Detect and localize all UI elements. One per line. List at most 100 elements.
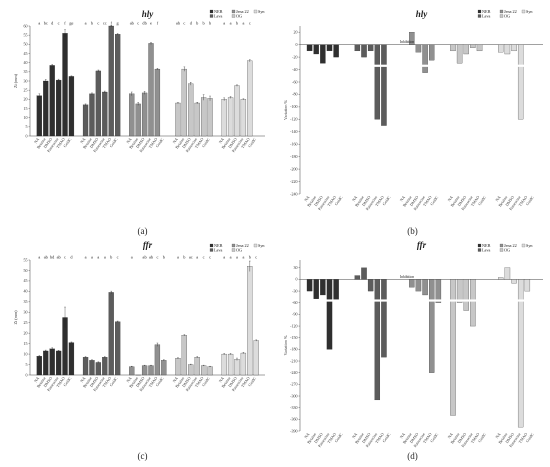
chart-a-ytick-label: 20 bbox=[24, 97, 28, 102]
chart-d-legend-swatch bbox=[478, 249, 481, 252]
chart-b: hly-240-220-200-180-160-140-120-100-80-6… bbox=[283, 9, 543, 236]
chart-a-bar bbox=[43, 81, 48, 136]
chart-c-bar bbox=[96, 362, 101, 375]
chart-c-ytick-label: 25 bbox=[24, 320, 28, 325]
chart-c-bar bbox=[37, 356, 42, 375]
chart-c-sig-letter: d bbox=[70, 255, 73, 260]
chart-b-ytick-label: -100 bbox=[290, 104, 297, 109]
chart-a-sig-letter: db bbox=[142, 21, 146, 26]
chart-c-bar bbox=[182, 335, 187, 375]
chart-c-sig-letter: b bbox=[163, 255, 165, 260]
chart-a-legend-swatch bbox=[232, 15, 235, 18]
chart-d-bar bbox=[334, 279, 339, 300]
chart-a-ytick-label: 50 bbox=[24, 42, 28, 47]
chart-b-caption: (b) bbox=[407, 226, 418, 236]
chart-d-bar bbox=[470, 279, 475, 326]
chart-c-bar bbox=[142, 366, 147, 375]
chart-c-ytick-label: 35 bbox=[24, 299, 28, 304]
chart-b-ytick-label: -80 bbox=[292, 92, 297, 97]
chart-d-ytick-label: -390 bbox=[290, 428, 297, 433]
chart-b-legend-swatch bbox=[478, 15, 481, 18]
chart-a-bar bbox=[149, 43, 154, 136]
chart-c-bar bbox=[222, 354, 227, 375]
chart-a-sig-letter: f bbox=[157, 21, 159, 26]
chart-b-bar bbox=[327, 45, 332, 51]
chart-b-ytick-label: -60 bbox=[292, 79, 297, 84]
chart-a-title: hly bbox=[142, 9, 155, 19]
chart-a-legend-swatch bbox=[210, 10, 213, 13]
chart-c-bar bbox=[241, 353, 246, 375]
chart-a-caption: (a) bbox=[138, 226, 148, 236]
chart-a-sig-letter: b bbox=[203, 21, 205, 26]
chart-b-bar bbox=[429, 45, 434, 61]
chart-a-bar bbox=[56, 80, 61, 136]
chart-a-sig-letter: c bbox=[97, 21, 99, 26]
chart-a-ytick-label: 15 bbox=[24, 106, 28, 111]
chart-c-legend-swatch bbox=[254, 244, 257, 247]
chart-c-sig-letter: a bbox=[38, 255, 40, 260]
chart-c-sig-letter: a bbox=[177, 255, 179, 260]
chart-c-sig-letter: b bbox=[249, 255, 251, 260]
chart-b-bar bbox=[320, 45, 325, 64]
chart-d-ytick-label: -240 bbox=[290, 370, 297, 375]
chart-c-bar bbox=[161, 360, 166, 375]
chart-c-bar bbox=[129, 367, 134, 375]
chart-c-sig-letter: a bbox=[131, 255, 133, 260]
chart-a-bar bbox=[188, 84, 193, 136]
chart-c-sig-letter: a bbox=[236, 255, 238, 260]
chart-a-bar bbox=[175, 103, 180, 136]
chart-c-bar bbox=[247, 266, 252, 375]
chart-c-legend-swatch bbox=[210, 249, 213, 252]
chart-a-sig-letter: cc bbox=[103, 21, 107, 26]
chart-a-bar bbox=[182, 69, 187, 136]
chart-d-legend-swatch bbox=[522, 244, 525, 247]
chart-c-ytick-label: 50 bbox=[24, 268, 28, 273]
chart-b-ytick-label: 0 bbox=[296, 42, 298, 47]
chart-b-axis-break bbox=[301, 65, 542, 67]
chart-a-sig-letter: b bbox=[209, 21, 211, 26]
chart-d-bar bbox=[464, 279, 469, 310]
chart-a-bar bbox=[228, 98, 233, 137]
chart-c-sig-letter: a bbox=[104, 255, 106, 260]
chart-c-sig-letter: a bbox=[85, 255, 87, 260]
chart-d-bar bbox=[355, 276, 360, 280]
chart-c-sig-letter: a bbox=[91, 255, 93, 260]
chart-c-bar bbox=[83, 357, 88, 375]
chart-a-sig-letter: e bbox=[150, 21, 152, 26]
chart-a-bar bbox=[63, 33, 68, 136]
chart-c-bar bbox=[188, 365, 193, 375]
chart-b-legend-label: OG bbox=[504, 14, 510, 19]
chart-b-bar bbox=[477, 45, 482, 51]
chart-b-ytick-label: -180 bbox=[290, 154, 297, 159]
chart-c-sig-letter: c bbox=[117, 255, 119, 260]
chart-c-ytick-label: 10 bbox=[24, 351, 28, 356]
chart-c-bar bbox=[102, 357, 107, 375]
chart-b-ylabel: Variation % bbox=[283, 100, 288, 120]
chart-c-sig-letter: c bbox=[255, 255, 257, 260]
chart-d-legend-swatch bbox=[500, 249, 503, 252]
chart-b-legend-label: Syn bbox=[526, 9, 533, 14]
chart-b-ytick-label: 20 bbox=[294, 30, 298, 35]
chart-d-bar bbox=[381, 279, 386, 357]
chart-c-bar bbox=[43, 351, 48, 375]
chart-a-bar bbox=[129, 94, 134, 136]
chart-b-legend-swatch bbox=[522, 10, 525, 13]
chart-c-legend-label: Lava bbox=[214, 248, 223, 253]
chart-b-ytick-label: -40 bbox=[292, 67, 297, 72]
chart-a-ytick-label: 5 bbox=[26, 124, 28, 129]
chart-a-sig-letter: f bbox=[64, 21, 66, 26]
chart-a: hly 0 5 10 15 20 25 30 35 40 45 50 55 60 Zi (mm) NEBLav… bbox=[13, 9, 265, 236]
chart-d-ytick-label: 0 bbox=[296, 277, 298, 282]
chart-c-legend-swatch bbox=[232, 249, 235, 252]
chart-a-bar bbox=[222, 99, 227, 136]
chart-a-bar bbox=[69, 76, 74, 136]
chart-c-sig-letter: b bbox=[110, 255, 112, 260]
chart-a-ytick-label: 0 bbox=[26, 133, 28, 138]
chart-d-bar bbox=[416, 279, 421, 291]
chart-d-ytick-label: -150 bbox=[290, 335, 297, 340]
chart-b-ytick-label: -120 bbox=[290, 117, 297, 122]
chart-a-sig-letter: a bbox=[85, 21, 87, 26]
chart-c-sig-letter: bd bbox=[50, 255, 55, 260]
